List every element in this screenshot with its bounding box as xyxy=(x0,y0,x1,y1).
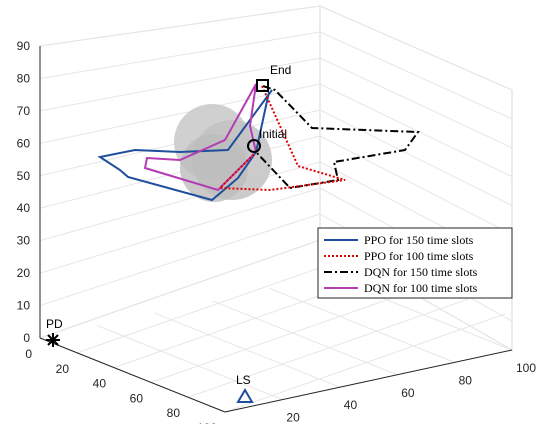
grid-line-z xyxy=(319,57,513,149)
legend: PPO for 150 time slots PPO for 100 time … xyxy=(317,227,513,299)
grid-line-z xyxy=(39,5,321,47)
y-axis-line xyxy=(39,337,226,413)
grid-line-z xyxy=(39,161,321,242)
legend-label-ppo-150: PPO for 150 time slots xyxy=(364,233,474,247)
grid-line-z xyxy=(319,109,513,207)
series-dqn-100-line xyxy=(143,83,257,192)
x-tick-label: 80 xyxy=(459,373,473,387)
z-tick-label: 20 xyxy=(17,266,31,280)
grid-line-x xyxy=(212,300,398,376)
grid-line-y xyxy=(39,239,321,339)
y-tick-label: 80 xyxy=(167,406,181,420)
grid-line-z xyxy=(39,31,321,79)
legend-label-dqn-100: DQN for 100 time slots xyxy=(364,281,478,295)
z-tick-label: 70 xyxy=(17,104,31,118)
z-tick-label: 0 xyxy=(23,331,30,345)
legend-label-dqn-150: DQN for 150 time slots xyxy=(364,265,478,279)
grid-line-z xyxy=(39,187,321,274)
z-tick-label: 10 xyxy=(17,299,31,313)
z-tick-label: 80 xyxy=(17,71,31,85)
y-tick-label: 60 xyxy=(130,391,144,405)
pd-label: PD xyxy=(46,317,63,331)
x-tick-label: 20 xyxy=(286,411,300,424)
z-tick-label: 40 xyxy=(17,201,31,215)
grid-line-z xyxy=(319,31,513,120)
ls-marker xyxy=(236,388,254,403)
series-ppo-150-line xyxy=(97,89,273,202)
trajectories xyxy=(97,83,420,202)
grid-line-z xyxy=(319,135,513,235)
y-tick-labels: 0 20 40 60 80 100 xyxy=(25,347,217,424)
grid-line-z xyxy=(39,57,321,112)
grid-line-z xyxy=(39,135,321,209)
grid-line-z xyxy=(319,5,513,91)
grid-line-z xyxy=(319,83,513,178)
initial-label: Initial xyxy=(259,127,287,141)
z-tick-label: 90 xyxy=(17,39,31,53)
grid-line-x xyxy=(154,312,340,388)
grid-line-x xyxy=(97,325,283,401)
z-tick-label: 60 xyxy=(17,136,31,150)
ls-label: LS xyxy=(236,373,251,387)
y-tick-label: 40 xyxy=(93,377,107,391)
grid-line-x xyxy=(269,287,455,363)
z-tick-label: 30 xyxy=(17,234,31,248)
x-axis-line xyxy=(224,349,513,413)
series-ppo-100-line xyxy=(217,85,346,192)
y-tick-label: 100 xyxy=(197,421,217,424)
x-tick-label: 100 xyxy=(516,361,536,375)
pd-marker xyxy=(46,333,60,347)
z-tick-labels: 0 10 20 30 40 50 60 70 80 90 xyxy=(17,39,31,345)
x-tick-label: 40 xyxy=(344,398,358,412)
z-tick-label: 50 xyxy=(17,169,31,183)
initial-marker xyxy=(247,139,261,153)
end-label: End xyxy=(270,63,291,77)
legend-label-ppo-100: PPO for 100 time slots xyxy=(364,249,474,263)
y-tick-label: 0 xyxy=(25,347,32,361)
grid-line-z xyxy=(39,213,321,307)
grid-line-z xyxy=(39,83,321,144)
end-marker xyxy=(256,79,269,92)
y-tick-label: 20 xyxy=(56,362,70,376)
x-tick-label: 60 xyxy=(401,386,415,400)
